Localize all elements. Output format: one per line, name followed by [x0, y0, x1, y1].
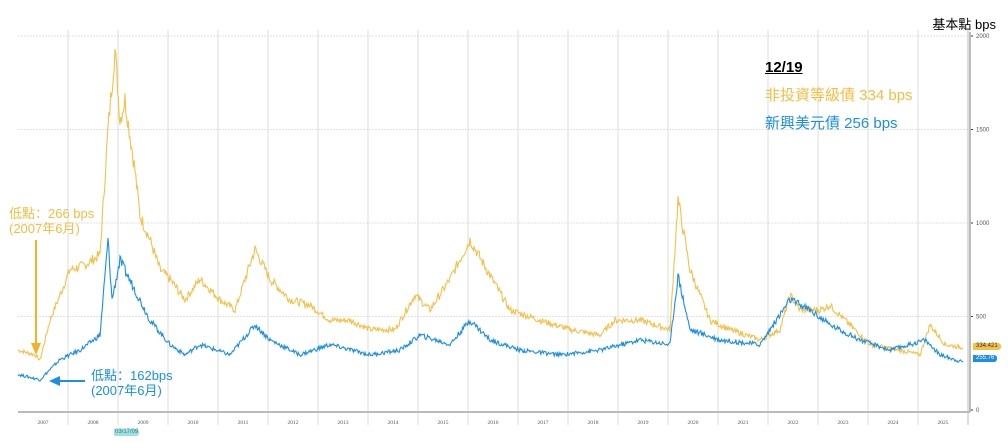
hy-low-date: (2007年6月)	[9, 221, 80, 236]
x-tick-label: 2024	[888, 420, 899, 426]
hy-low-arrowhead	[31, 343, 41, 355]
x-tick-label: 2007	[38, 420, 49, 426]
em-low-text: 低點：162bps	[91, 368, 173, 383]
x-tick-label: 2022	[788, 420, 799, 426]
x-tick-label: 2012	[288, 420, 299, 426]
x-tick-label: 2009	[138, 420, 149, 426]
y-tick-label: 500	[976, 315, 987, 321]
x-tick-label: 2014	[388, 420, 399, 426]
legend-em: 新興美元債 256 bps	[765, 115, 898, 132]
x-tick-label: 2023	[838, 420, 849, 426]
x-tick-label: 2011	[238, 420, 249, 426]
em-low-date: (2007年6月)	[91, 383, 162, 398]
hy-series-line	[17, 49, 964, 361]
hy-low-text: 低點：266 bps	[9, 206, 95, 221]
x-tick-label: 2017	[538, 420, 549, 426]
series-lines	[17, 49, 964, 382]
y-tick-label: 0	[976, 408, 980, 414]
x-tick-label: 2013	[338, 420, 349, 426]
legend-hy: 非投資等級債 334 bps	[765, 87, 913, 104]
hy-end-tag: 334.421	[973, 343, 1001, 350]
annotation-arrows	[31, 240, 85, 386]
x-tick-label: 2019	[638, 420, 649, 426]
legend-date: 12/19	[765, 59, 803, 76]
em-low-annotation: 低點：162bps (2007年6月)	[91, 368, 173, 398]
x-tick-label: 2016	[488, 420, 499, 426]
hy-low-annotation: 低點：266 bps (2007年6月)	[9, 206, 94, 236]
em-end-tag: 255.76	[973, 355, 998, 362]
x-highlight-label: 03/17/09	[114, 429, 140, 436]
em-series-line	[17, 237, 964, 382]
x-tick-label: 2025	[938, 420, 949, 426]
y-axis-unit-label: 基本點 bps	[932, 17, 996, 32]
y-tick-label: 1500	[976, 128, 990, 134]
x-tick-label: 2020	[688, 420, 699, 426]
y-tick-label: 2000	[976, 34, 990, 40]
x-tick-label: 2018	[588, 420, 599, 426]
x-tick-label: 2015	[438, 420, 449, 426]
legend: 12/19 非投資等級債 334 bps 新興美元債 256 bps	[765, 54, 913, 138]
em-low-arrowhead	[49, 376, 60, 386]
x-tick-label: 2021	[738, 420, 749, 426]
x-tick-label: 2010	[188, 420, 199, 426]
y-tick-label: 1000	[976, 221, 990, 227]
x-tick-label: 2008	[88, 420, 99, 426]
